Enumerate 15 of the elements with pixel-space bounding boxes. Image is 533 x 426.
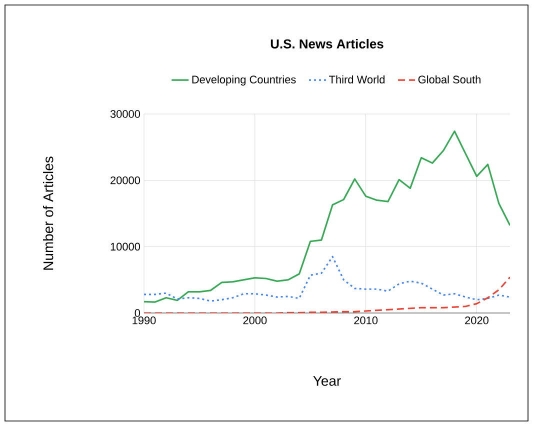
legend-label: Global South <box>418 75 480 84</box>
x-tick-label: 2000 <box>243 316 267 324</box>
x-tick-label: 2010 <box>354 316 378 324</box>
x-tick-label: 2020 <box>465 316 488 324</box>
y-tick-label: 30000 <box>110 110 140 118</box>
x-tick-label: 1990 <box>132 316 156 324</box>
line-series <box>144 256 510 302</box>
y-axis-title: Number of Articles <box>42 156 54 270</box>
y-tick-label: 10000 <box>110 242 140 251</box>
legend-label: Third World <box>329 75 385 84</box>
chart-title: U.S. News Articles <box>270 38 384 48</box>
x-axis-title: Year <box>313 376 341 386</box>
y-tick-label: 20000 <box>110 176 140 184</box>
y-tick-label: 0 <box>134 309 140 317</box>
legend-label: Developing Countries <box>192 75 296 86</box>
